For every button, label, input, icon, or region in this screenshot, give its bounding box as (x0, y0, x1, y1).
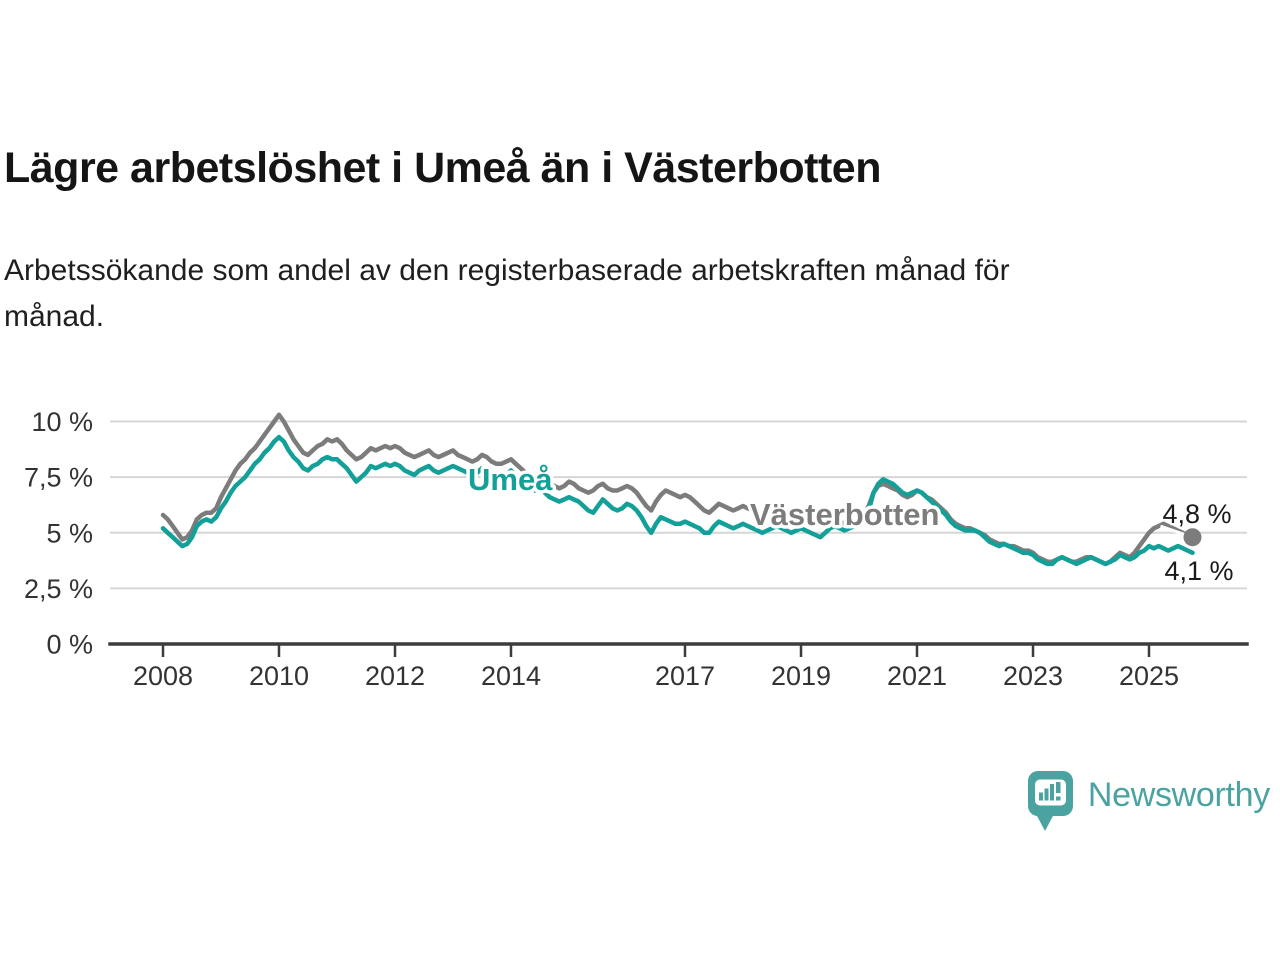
x-tick-label: 2008 (133, 661, 193, 691)
y-tick-label: 5 % (46, 518, 93, 548)
y-tick-label: 2,5 % (24, 574, 93, 604)
x-tick-label: 2021 (887, 661, 947, 691)
x-tick-label: 2017 (655, 661, 715, 691)
series-line-vasterbotten (160, 412, 1195, 567)
x-tick-label: 2019 (771, 661, 831, 691)
y-tick-label: 7,5 % (24, 463, 93, 493)
chart-subtitle: Arbetssökande som andel av den registerb… (4, 248, 1244, 340)
end-dot-vasterbotten (1183, 528, 1202, 547)
newsworthy-bubble-chart-icon (1027, 771, 1073, 831)
newsworthy-logo: Newsworthy (1027, 770, 1270, 834)
series-line-umea (160, 434, 1195, 567)
x-tick-label: 2014 (481, 661, 541, 691)
chart-subtitle-line-1: Arbetssökande som andel av den registerb… (4, 254, 1010, 287)
x-tick-label: 2023 (1003, 661, 1063, 691)
y-tick-label: 10 % (31, 407, 93, 437)
chart-area: 0 % 2,5 % 5 % 7,5 % 10 % 2008 2010 2012 2014 2017… (0, 378, 1280, 720)
end-value-label-vasterbotten: 4,8 % (1163, 499, 1232, 529)
chart-subtitle-line-2: månad. (4, 300, 105, 333)
newsworthy-logo-text: Newsworthy (1087, 776, 1270, 814)
series-label-vasterbotten: Västerbotten (750, 497, 939, 532)
end-value-label-umea: 4,1 % (1165, 556, 1234, 586)
x-tick-label: 2025 (1119, 661, 1179, 691)
x-tick-label: 2012 (365, 661, 425, 691)
y-tick-label: 0 % (46, 630, 93, 660)
x-tick-label: 2010 (249, 661, 309, 691)
line-chart: 0 % 2,5 % 5 % 7,5 % 10 % 2008 2010 2012 2014 2017… (24, 407, 1249, 691)
chart-title: Lägre arbetslöshet i Umeå än i Västerbot… (4, 144, 882, 192)
series-label-umea: Umeå (468, 462, 553, 497)
